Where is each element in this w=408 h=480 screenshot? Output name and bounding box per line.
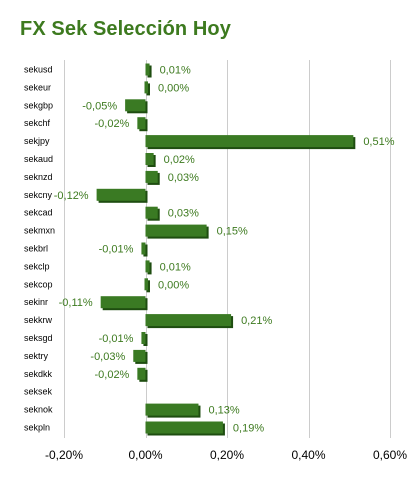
bars <box>96 63 356 436</box>
value-label: -0,01% <box>99 333 134 345</box>
x-tick-label: 0,20% <box>210 448 244 462</box>
bar <box>145 135 354 148</box>
value-label: -0,05% <box>82 100 117 112</box>
bar <box>145 153 154 165</box>
category-label: sekcny <box>24 190 53 200</box>
category-label: seknzd <box>24 172 53 182</box>
value-label: 0,21% <box>241 315 272 327</box>
bar <box>145 260 150 273</box>
category-label: sekcop <box>24 279 53 289</box>
category-label: sekcad <box>24 208 53 218</box>
category-label: sekeur <box>24 82 51 92</box>
chart-title: FX Sek Selección Hoy <box>20 18 231 40</box>
category-label: sekkrw <box>24 315 53 325</box>
bar <box>133 349 146 362</box>
value-label: 0,03% <box>168 172 199 184</box>
category-label: sekaud <box>24 154 53 164</box>
bar <box>144 81 148 94</box>
bar <box>141 332 146 344</box>
value-label: -0,02% <box>94 369 129 381</box>
bar <box>145 206 158 219</box>
value-label: -0,02% <box>94 118 129 130</box>
value-label: -0,03% <box>90 351 125 363</box>
x-tick-label: -0,20% <box>45 448 83 462</box>
bar <box>145 314 232 327</box>
bar <box>137 117 146 130</box>
category-label: seksgd <box>24 333 53 343</box>
bar <box>137 367 146 380</box>
value-label: 0,01% <box>160 65 191 77</box>
value-label: 0,51% <box>363 136 394 148</box>
category-label: sekbrl <box>24 244 48 254</box>
category-label: seksek <box>24 387 53 397</box>
x-tick-label: 0,60% <box>373 448 407 462</box>
bar <box>96 188 146 201</box>
category-label: sekclp <box>24 261 50 271</box>
bar <box>125 99 146 112</box>
bar <box>100 296 146 309</box>
category-label: sekchf <box>24 118 51 128</box>
labels: -0,20% 0,00% 0,20% 0,40% 0,60% sekusd 0,01% sek… <box>24 65 407 463</box>
bar-shadow <box>146 280 150 293</box>
bar <box>141 242 146 255</box>
value-label: 0,00% <box>158 279 189 291</box>
value-label: -0,12% <box>54 190 89 202</box>
x-tick-label: 0,40% <box>291 448 325 462</box>
category-label: sekdkk <box>24 369 53 379</box>
bar <box>145 421 223 434</box>
value-label: 0,15% <box>217 226 248 238</box>
category-label: sekmxn <box>24 226 55 236</box>
category-label: sektry <box>24 351 49 361</box>
value-label: 0,01% <box>160 261 191 273</box>
value-label: 0,03% <box>168 208 199 220</box>
value-label: 0,13% <box>208 405 239 417</box>
value-label: -0,01% <box>99 244 134 256</box>
value-label: 0,19% <box>233 423 264 435</box>
bar <box>145 403 199 416</box>
bar <box>145 170 158 183</box>
value-label: -0,11% <box>59 297 93 309</box>
category-label: sekusd <box>24 65 53 75</box>
category-label: sekjpy <box>24 136 50 146</box>
bar-shadow <box>146 83 150 96</box>
value-label: 0,00% <box>158 82 189 94</box>
bar <box>145 63 150 76</box>
category-label: sekgbp <box>24 100 53 110</box>
category-label: sekinr <box>24 297 48 307</box>
category-label: seknok <box>24 405 53 415</box>
x-tick-label: 0,00% <box>128 448 162 462</box>
bar <box>144 278 148 291</box>
category-label: sekpln <box>24 423 50 433</box>
value-label: 0,02% <box>164 154 195 166</box>
bar <box>145 224 207 237</box>
